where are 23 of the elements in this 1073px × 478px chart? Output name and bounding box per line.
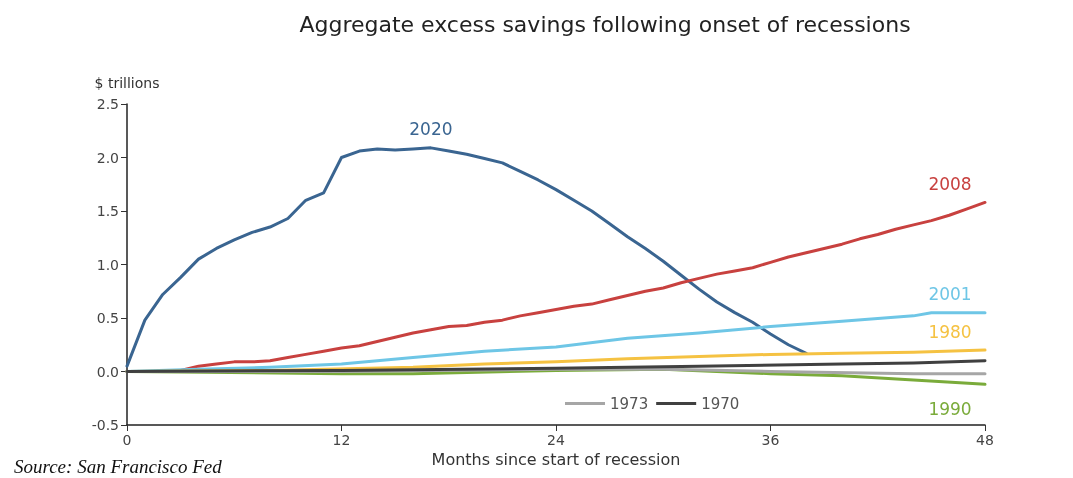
series-label: 2001 [928, 284, 972, 305]
chart-title: Aggregate excess savings following onset of recessions [299, 11, 911, 37]
y-tick-label: 1.5 [96, 203, 119, 219]
y-tick-label: 0.0 [96, 363, 119, 380]
y-tick-label: 1.0 [96, 256, 119, 273]
x-tick-label: 36 [761, 432, 780, 448]
x-tick-label: 12 [332, 432, 351, 448]
y-tick-label: 2.5 [96, 96, 119, 112]
series-label: 1990 [928, 398, 972, 419]
source-note: Source: San Francisco Fed [14, 456, 223, 477]
legend-label: 1973 [610, 394, 649, 413]
x-axis-title: Months since start of recession [431, 450, 681, 470]
x-tick-label: 24 [547, 432, 565, 448]
x-tick-label: 0 [122, 432, 132, 448]
series-label: 2008 [928, 173, 972, 194]
y-tick-label: 2.0 [96, 149, 119, 166]
y-axis-title: $ trillions [94, 75, 160, 91]
x-tick-label: 48 [976, 432, 994, 448]
legend-label: 1970 [701, 394, 740, 413]
y-tick-label: -0.5 [91, 417, 119, 433]
series-label: 1980 [928, 321, 972, 342]
y-tick-label: 0.5 [96, 310, 119, 326]
series-label: 2020 [409, 119, 453, 140]
